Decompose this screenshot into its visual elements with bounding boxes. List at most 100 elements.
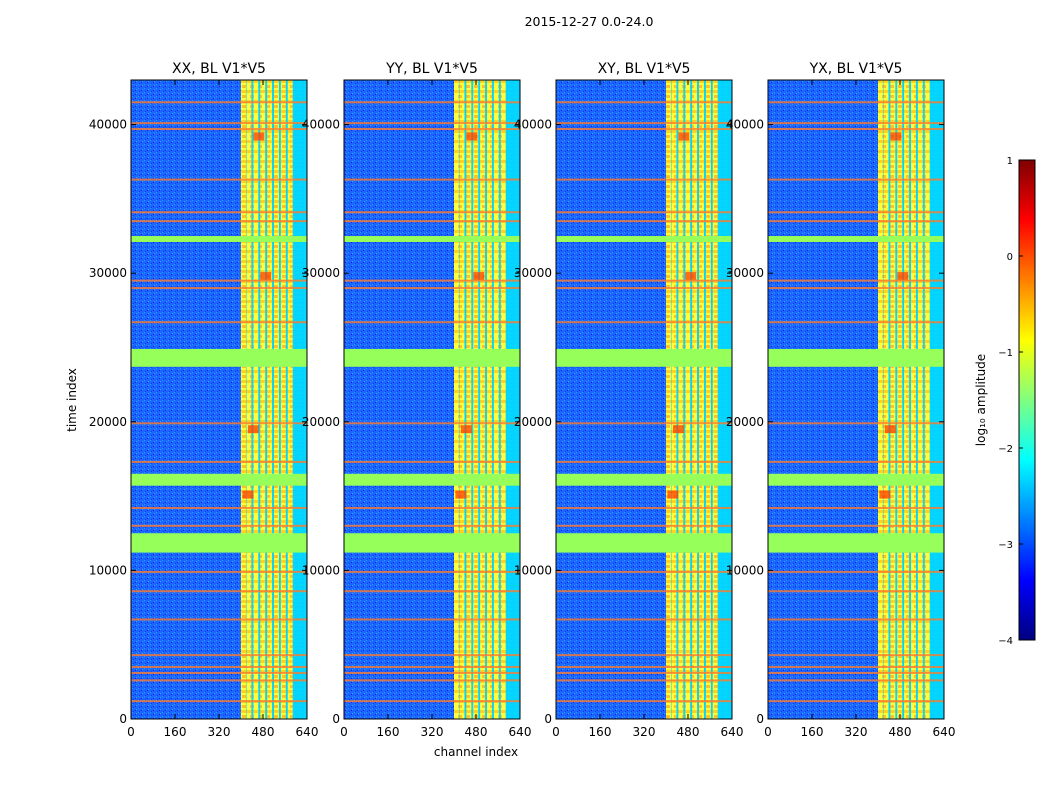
rfi-line — [768, 287, 944, 290]
strong-column — [917, 80, 923, 719]
x-tick-label: 320 — [633, 725, 656, 739]
rfi-line — [131, 422, 307, 425]
rfi-line — [768, 122, 944, 125]
strong-column — [241, 80, 246, 719]
strong-column — [897, 80, 903, 719]
x-tick-label: 480 — [677, 725, 700, 739]
rfi-line — [768, 101, 944, 104]
rfi-line — [131, 590, 307, 593]
strong-column — [260, 80, 266, 719]
y-tick-label: 40000 — [726, 118, 764, 132]
strong-column — [287, 80, 293, 719]
rfi-line — [131, 671, 307, 674]
hot-patch — [890, 132, 902, 141]
strong-column — [685, 80, 691, 719]
flagged-band — [131, 348, 307, 367]
rfi-line — [344, 570, 520, 573]
rfi-line — [131, 506, 307, 509]
strong-column — [454, 80, 459, 719]
y-tick-label: 0 — [544, 712, 552, 726]
x-tick-label: 0 — [764, 725, 772, 739]
rfi-line — [131, 524, 307, 527]
x-tick-label: 480 — [465, 725, 488, 739]
strong-column — [500, 80, 506, 719]
rfi-line — [344, 506, 520, 509]
flagged-band — [131, 533, 307, 553]
x-tick-label: 640 — [721, 725, 744, 739]
rfi-line — [344, 422, 520, 425]
rfi-line — [556, 101, 732, 104]
strong-column — [274, 80, 279, 719]
hot-patch — [884, 425, 896, 434]
y-tick-label: 20000 — [514, 415, 552, 429]
strong-column — [890, 80, 896, 719]
x-tick-label: 160 — [801, 725, 824, 739]
rfi-line — [344, 679, 520, 682]
x-tick-label: 320 — [845, 725, 868, 739]
flagged-band — [344, 473, 520, 486]
flagged-band — [768, 348, 944, 367]
strong-column — [924, 80, 930, 719]
rfi-line — [768, 679, 944, 682]
rfi-line — [768, 178, 944, 181]
strong-column — [911, 80, 916, 719]
panels-group: XX, BL V1*V5 0 160 320 480 640 0 10000 20000 3000… — [89, 61, 956, 739]
colorbar-tick-label: −4 — [998, 636, 1013, 647]
strong-column — [253, 80, 259, 719]
y-tick-label: 20000 — [302, 415, 340, 429]
strong-column — [473, 80, 479, 719]
hot-patch — [460, 425, 472, 434]
rfi-line — [344, 287, 520, 290]
rfi-line — [556, 671, 732, 674]
rfi-line — [556, 422, 732, 425]
rfi-line — [131, 279, 307, 282]
y-tick-label: 10000 — [89, 563, 127, 577]
flagged-band — [344, 236, 520, 242]
panel-title: XX, BL V1*V5 — [172, 61, 266, 77]
flagged-band — [556, 533, 732, 553]
x-tick-label: 160 — [164, 725, 187, 739]
figure-title: 2015-12-27 0.0-24.0 — [525, 14, 654, 29]
rfi-line — [344, 128, 520, 131]
hot-patch — [897, 272, 909, 281]
colorbar-gradient — [1018, 159, 1036, 641]
y-tick-label: 20000 — [726, 415, 764, 429]
flagged-band — [768, 473, 944, 486]
y-tick-label: 40000 — [89, 118, 127, 132]
x-tick-label: 320 — [421, 725, 444, 739]
rfi-line — [768, 524, 944, 527]
strong-column — [246, 80, 252, 719]
y-tick-label: 0 — [756, 712, 764, 726]
hot-patch — [667, 490, 679, 499]
rfi-line — [131, 570, 307, 573]
rfi-line — [768, 128, 944, 131]
hot-patch — [455, 490, 467, 499]
y-tick-label: 40000 — [514, 118, 552, 132]
y-tick-label: 0 — [119, 712, 127, 726]
rfi-line — [344, 101, 520, 104]
x-tick-label: 480 — [889, 725, 912, 739]
strong-column — [705, 80, 711, 719]
flagged-band — [344, 348, 520, 367]
rfi-line — [344, 665, 520, 668]
rfi-line — [344, 460, 520, 463]
y-tick-label: 0 — [332, 712, 340, 726]
hot-patch — [247, 425, 259, 434]
rfi-line — [131, 679, 307, 682]
strong-column — [666, 80, 671, 719]
rfi-line — [556, 654, 732, 657]
panel-1: YY, BL V1*V5 0 160 320 480 640 0 10000 20000 3000… — [302, 61, 532, 739]
flagged-band — [556, 236, 732, 242]
rfi-line — [556, 122, 732, 125]
y-tick-label: 20000 — [89, 415, 127, 429]
rfi-line — [131, 211, 307, 214]
rfi-line — [768, 654, 944, 657]
hot-patch — [685, 272, 697, 281]
flagged-band — [556, 473, 732, 486]
strong-column — [699, 80, 704, 719]
rfi-line — [556, 178, 732, 181]
rfi-line — [556, 665, 732, 668]
rfi-line — [768, 460, 944, 463]
rfi-line — [131, 128, 307, 131]
hot-patch — [242, 490, 254, 499]
